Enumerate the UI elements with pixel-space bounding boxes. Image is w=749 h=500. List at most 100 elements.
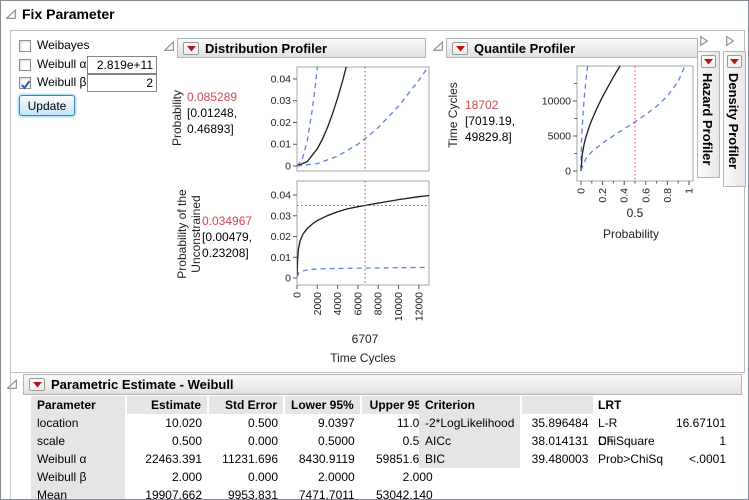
disclosure-open-icon[interactable]	[164, 41, 175, 52]
svg-text:0.01: 0.01	[271, 139, 292, 151]
distribution-profiler-header[interactable]: Distribution Profiler	[177, 38, 426, 58]
weibayes-checkbox[interactable]	[19, 40, 31, 52]
disclosure-open-icon[interactable]	[7, 379, 18, 390]
kv-row: L-R ChiSquare 16.67101	[598, 414, 726, 448]
kv-value: 16.67101	[675, 416, 726, 430]
dist-x-axis-label: Time Cycles	[330, 351, 396, 365]
weibull-alpha-label: Weibull α	[37, 57, 87, 71]
column-header: Criterion	[419, 396, 523, 414]
lrt-title: LRT	[598, 398, 622, 412]
svg-text:0: 0	[575, 188, 587, 194]
checkmark-icon	[21, 80, 31, 90]
column-header: Std Error	[208, 396, 285, 414]
table-cell: 0.000	[208, 432, 284, 450]
svg-text:10000: 10000	[542, 95, 571, 107]
distribution-profiler-cdf-chart[interactable]: 0 0.01 0.02 0.03 0.04	[261, 59, 446, 177]
quantile-lower-95-ci-curve	[580, 66, 686, 171]
disclosure-collapsed-icon[interactable]	[698, 36, 709, 47]
kv-label: L-R ChiSquare	[598, 416, 655, 448]
current-quantile-value[interactable]: 18702	[465, 98, 499, 112]
kv-value: <.0001	[688, 452, 726, 466]
svg-text:0.04: 0.04	[271, 73, 292, 85]
ci-low: [7019.19,	[465, 114, 516, 128]
table-cell: 9953.831	[208, 486, 284, 499]
svg-text:0: 0	[285, 273, 291, 285]
table-cell: location	[31, 414, 127, 432]
red-triangle-menu-icon[interactable]	[183, 41, 199, 55]
ci-high: 49829.8]	[465, 130, 512, 144]
svg-text:0.2: 0.2	[597, 188, 609, 203]
weibull-beta-label: Weibull β	[37, 75, 87, 89]
lrt-block: LRT L-R ChiSquare 16.67101 DF 1 Prob>ChiSq <.…	[598, 396, 726, 468]
column-header: Estimate	[126, 396, 209, 414]
table-row: scale 0.500 0.000 0.5000 0.500	[31, 432, 439, 450]
svg-text:6000: 6000	[352, 292, 364, 316]
lrt-rows: L-R ChiSquare 16.67101 DF 1 Prob>ChiSq <.0001	[598, 414, 726, 468]
table-row: Mean 19907.662 9953.831 7471.7011 53042.140	[31, 486, 439, 499]
quantile-profiler-chart[interactable]: 0 5000 10000 0 0.2 0.4 0.6 0.8 1	[531, 59, 731, 209]
dist-top-readout: 0.085289 [0.01248, 0.46893]	[187, 89, 237, 137]
weibull-beta-checkbox[interactable]	[19, 77, 31, 90]
dist-top-lower-95-ci-curve	[297, 67, 429, 167]
svg-text:0: 0	[285, 160, 291, 172]
weibayes-label: Weibayes	[37, 38, 90, 52]
weibull-alpha-checkbox[interactable]	[19, 59, 31, 71]
table-row: AICc 38.014131	[419, 432, 595, 450]
table-cell: 2.000	[360, 468, 439, 486]
outline-spine	[10, 373, 11, 499]
disclosure-collapsed-icon[interactable]	[724, 36, 735, 47]
page-title: Fix Parameter	[22, 6, 115, 22]
hazard-profiler-collapsed-bar[interactable]	[697, 51, 720, 178]
table-row: location 10.020 0.500 9.0397 11.000	[31, 414, 439, 432]
weibull-beta-input[interactable]	[87, 74, 157, 92]
disclosure-open-icon[interactable]	[433, 41, 444, 52]
current-probability-value[interactable]: 0.085289	[187, 90, 238, 104]
svg-text:5000: 5000	[548, 130, 572, 142]
table-cell: 35.896484	[521, 414, 595, 432]
red-triangle-menu-icon[interactable]	[727, 55, 742, 68]
table-cell: 53042.140	[360, 486, 439, 499]
hazard-profiler-title: Hazard Profiler	[700, 73, 715, 166]
red-triangle-menu-icon[interactable]	[29, 378, 45, 391]
dist-x-cursor-value[interactable]: 6707	[351, 332, 379, 346]
quantile-y-axis-label: Time Cycles	[446, 82, 460, 148]
ci-high: 0.46893]	[187, 122, 234, 136]
quantile-x-cursor-value[interactable]: 0.5	[626, 206, 644, 220]
table-cell: -2*LogLikelihood	[419, 414, 523, 432]
table-row: Weibull α 22463.391 11231.696 8430.9119 5985…	[31, 450, 439, 468]
table-cell: Weibull α	[31, 450, 127, 468]
column-header	[521, 396, 596, 414]
quantile-upper-95-ci-curve	[580, 66, 589, 170]
table-cell: 8430.9119	[284, 450, 361, 468]
quantile-readout: 18702 [7019.19, 49829.8]	[465, 97, 515, 145]
table-cell: 0.500	[126, 432, 208, 450]
table-cell: 0.5000	[284, 432, 361, 450]
svg-text:0.03: 0.03	[271, 210, 292, 222]
ci-low: [0.00479,	[202, 230, 253, 244]
ci-low: [0.01248,	[187, 106, 238, 120]
dist-top-estimate-curve	[297, 67, 347, 167]
table-row: BIC 39.480003	[419, 450, 595, 468]
update-button[interactable]: Update	[19, 95, 75, 116]
table-cell: Weibull β	[31, 468, 127, 486]
table-cell: 9.0397	[284, 414, 361, 432]
dist-top-y-axis-label: Probability	[170, 89, 184, 147]
density-profiler-title: Density Profiler	[726, 73, 741, 170]
red-triangle-menu-icon[interactable]	[452, 41, 468, 55]
table-cell: Mean	[31, 486, 127, 499]
disclosure-open-icon[interactable]	[6, 9, 17, 20]
density-profiler-collapsed-bar[interactable]	[723, 51, 746, 187]
table-cell: 7471.7011	[284, 486, 361, 499]
table-cell: 19907.662	[126, 486, 208, 499]
table-header-row: Criterion	[419, 396, 596, 414]
quantile-profiler-header[interactable]: Quantile Profiler	[446, 38, 698, 58]
kv-label: Prob>ChiSq	[598, 452, 664, 466]
distribution-profiler-unconstrained-chart[interactable]: 0 0.01 0.02 0.03 0.04 0 2000 4000 6000 8000 10000 1…	[261, 177, 446, 329]
red-triangle-menu-icon[interactable]	[701, 55, 716, 68]
current-probability-value[interactable]: 0.034967	[202, 214, 253, 228]
weibull-alpha-input[interactable]	[87, 56, 157, 74]
kv-row: DF 1	[598, 432, 726, 450]
parametric-estimate-header[interactable]: Parametric Estimate - Weibull	[23, 374, 742, 395]
svg-text:0.8: 0.8	[662, 188, 674, 203]
dist-bottom-y-axis-label: Probability of the Unconstrained	[175, 189, 203, 279]
